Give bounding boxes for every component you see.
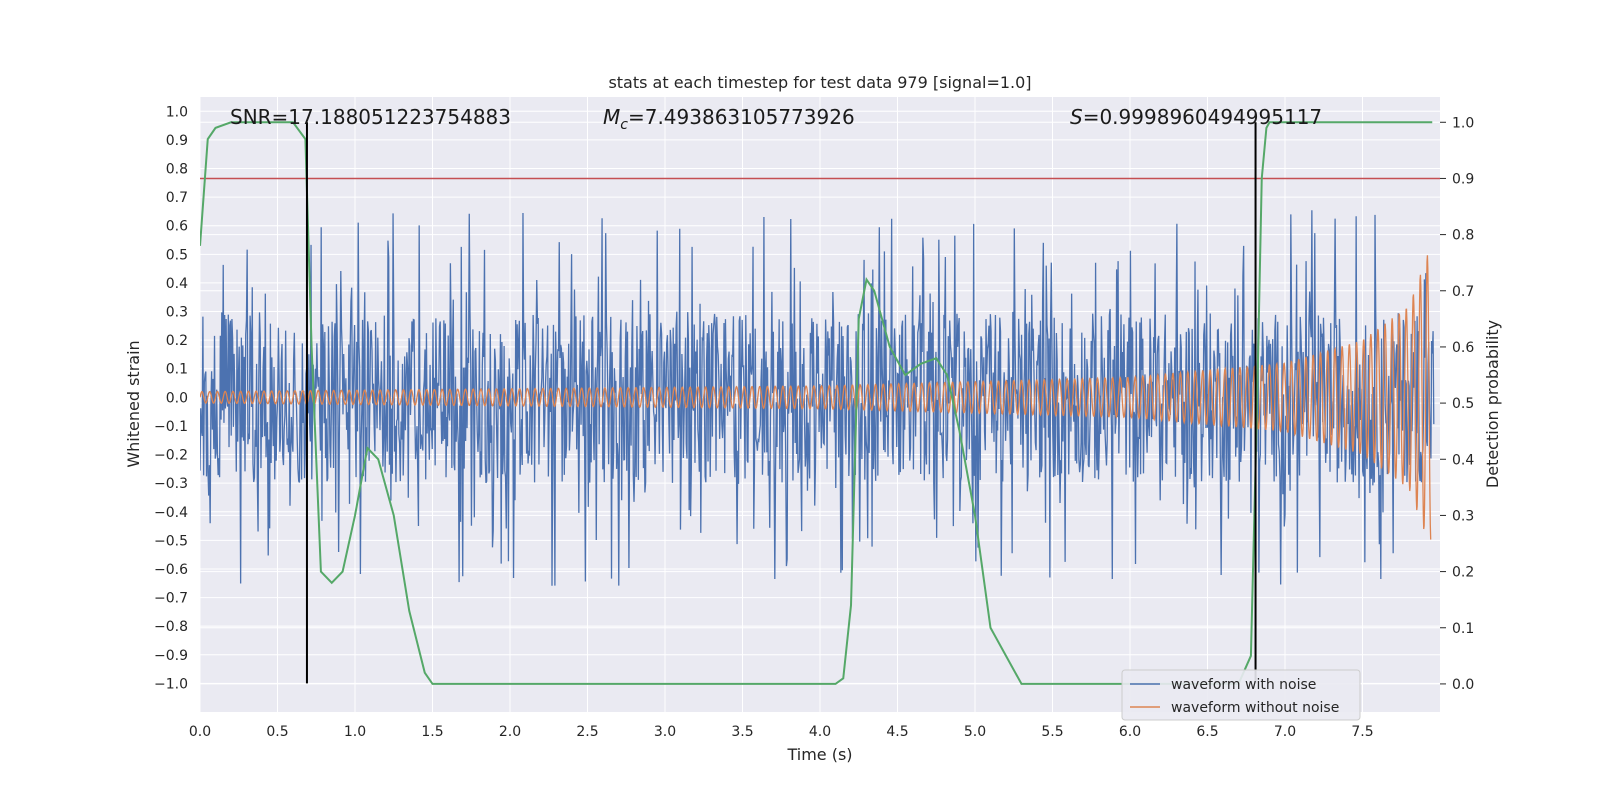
y-tick-label: 0.9 (166, 133, 188, 149)
legend-label-noise: waveform with noise (1171, 677, 1316, 693)
y2-tick-label: 0.2 (1452, 565, 1474, 581)
x-tick-label: 7.5 (1351, 724, 1373, 740)
y-tick-label: 0.1 (166, 362, 188, 378)
x-tick-label: 3.0 (654, 724, 676, 740)
chirp-mass-annotation: Mc=7.493863105773926 (603, 105, 855, 133)
ticks: 0.0 0.5 1.0 1.5 2.0 2.5 3.0 3.5 4.0 4.5 5.0 5.5 6.0 6… (154, 104, 1474, 740)
score-symbol: S (1070, 105, 1083, 129)
x-tick-label: 7.0 (1274, 724, 1296, 740)
y-axis-label: Whitened strain (124, 340, 143, 467)
x-tick-label: 2.5 (576, 724, 598, 740)
y-tick-label: −0.2 (154, 448, 188, 464)
y-tick-label: 0.0 (166, 390, 188, 406)
chirp-mass-symbol: M (603, 105, 620, 129)
x-tick-label: 4.5 (886, 724, 908, 740)
y2-tick-label: 0.0 (1452, 677, 1474, 693)
y2-tick-label: 0.5 (1452, 396, 1474, 412)
score-annotation: S=0.9998960494995117 (1070, 105, 1322, 129)
y2-tick-label: 0.4 (1452, 452, 1474, 468)
y2-tick-label: 1.0 (1452, 115, 1474, 131)
chirp-mass-subscript: c (620, 117, 628, 133)
chirp-mass-value: =7.493863105773926 (628, 105, 855, 129)
y-tick-label: 0.7 (166, 190, 188, 206)
y2-tick-label: 0.8 (1452, 228, 1474, 244)
y-tick-label: −0.4 (154, 505, 188, 521)
x-tick-label: 3.5 (731, 724, 753, 740)
y-tick-label: 0.4 (166, 276, 188, 292)
legend: waveform with noise waveform without noi… (1121, 669, 1361, 721)
y2-tick-label: 0.3 (1452, 508, 1474, 524)
y2-tick-label: 0.9 (1452, 171, 1474, 187)
y-tick-label: 0.6 (166, 219, 188, 235)
x-tick-label: 4.0 (809, 724, 831, 740)
y-tick-label: 0.2 (166, 333, 188, 349)
y-tick-label: −1.0 (154, 676, 188, 692)
y-tick-label: 0.8 (166, 162, 188, 178)
y-tick-label: −0.7 (154, 591, 188, 607)
x-tick-label: 0.0 (189, 724, 211, 740)
legend-label-clean: waveform without noise (1171, 700, 1339, 716)
chart-title: stats at each timestep for test data 979… (608, 73, 1031, 92)
x-tick-label: 1.0 (344, 724, 366, 740)
y-tick-label: −0.6 (154, 562, 188, 578)
x-tick-label: 6.5 (1196, 724, 1218, 740)
y-tick-label: −0.3 (154, 476, 188, 492)
x-tick-label: 6.0 (1119, 724, 1141, 740)
x-tick-label: 5.0 (964, 724, 986, 740)
x-tick-label: 0.5 (266, 724, 288, 740)
x-tick-label: 1.5 (421, 724, 443, 740)
y2-tick-label: 0.7 (1452, 284, 1474, 300)
y-tick-label: 0.5 (166, 247, 188, 263)
y-tick-label: −0.1 (154, 419, 188, 435)
score-value: =0.9998960494995117 (1083, 105, 1322, 129)
y-tick-label: −0.8 (154, 619, 188, 635)
x-axis-label: Time (s) (786, 745, 852, 764)
x-tick-label: 2.0 (499, 724, 521, 740)
x-tick-label: 5.5 (1041, 724, 1063, 740)
series-waveform-without-noise (200, 255, 1432, 540)
snr-annotation: SNR=17.188051223754883 (230, 105, 511, 129)
legend-box (1121, 669, 1361, 721)
y-tick-label: −0.5 (154, 533, 188, 549)
series-waveform-with-noise (200, 210, 1435, 586)
y2-axis-label: Detection probability (1483, 320, 1502, 488)
y2-tick-label: 0.6 (1452, 340, 1474, 356)
y2-tick-label: 0.1 (1452, 621, 1474, 637)
y-tick-label: 1.0 (166, 104, 188, 120)
y-tick-label: 0.3 (166, 305, 188, 321)
y-tick-label: −0.9 (154, 648, 188, 664)
